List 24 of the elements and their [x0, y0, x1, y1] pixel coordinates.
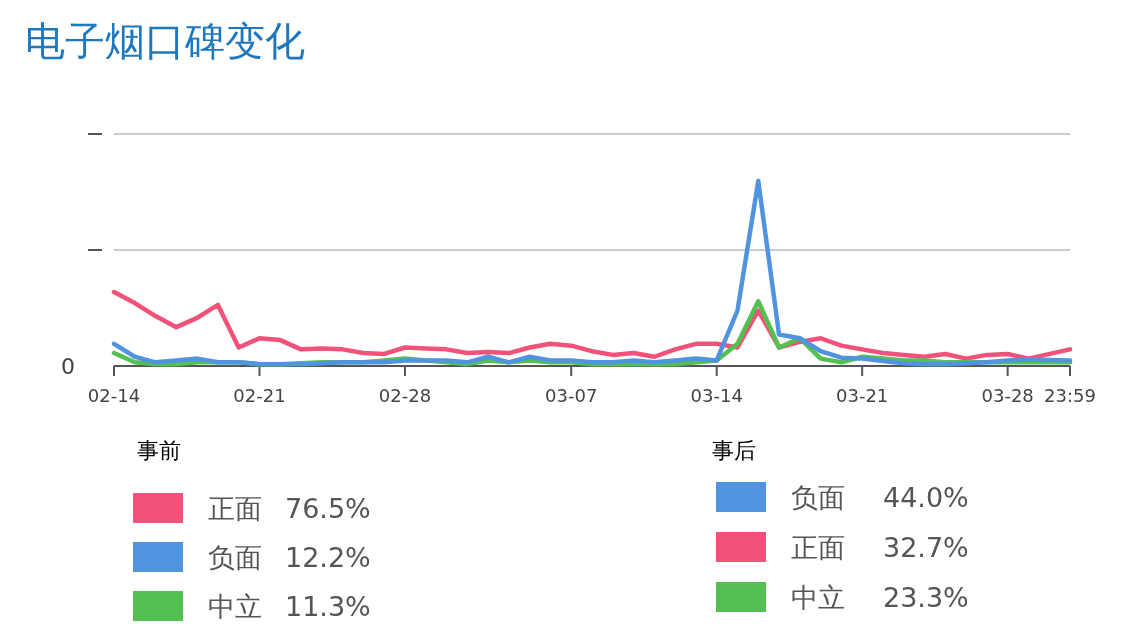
x-tick-label: 02-28 — [378, 385, 432, 406]
x-tick-label: 03-14 — [690, 385, 743, 406]
x-tick-label: 23:59 — [1044, 385, 1096, 406]
category-label: 正面 — [208, 493, 262, 524]
category-label: 中立 — [208, 591, 262, 622]
x-tick-label: 03-07 — [545, 385, 598, 406]
x-tick-label: 03-28 — [981, 385, 1034, 406]
category-label: 中立 — [791, 582, 845, 613]
category-label: 负面 — [208, 542, 262, 573]
text: 44.0% — [883, 482, 969, 513]
x-tick-label: 02-14 — [87, 385, 141, 406]
text: 32.7% — [883, 532, 969, 563]
x-tick-label: 02-21 — [233, 385, 286, 406]
legend-title: 事前 — [137, 438, 181, 463]
text: 12.2% — [285, 542, 371, 573]
x-tick-label: 03-21 — [836, 385, 889, 406]
text: 76.5% — [285, 493, 371, 524]
text: 11.3% — [285, 591, 371, 622]
text: 23.3% — [883, 582, 969, 613]
text: 0 — [61, 354, 75, 379]
legend-title: 事后 — [712, 438, 756, 463]
category-label: 负面 — [791, 482, 845, 513]
category-label: 正面 — [791, 532, 845, 563]
chart-title: 电子烟口碑变化 — [25, 18, 305, 64]
